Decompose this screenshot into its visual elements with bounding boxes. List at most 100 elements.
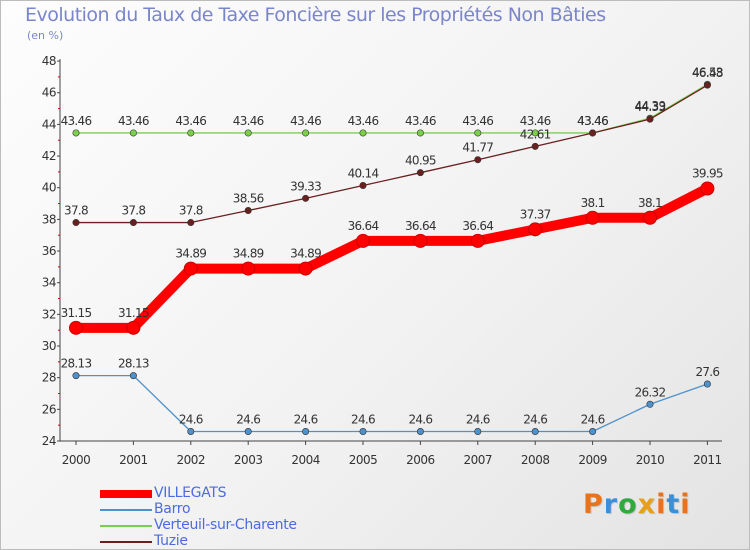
logo-letter: o xyxy=(618,489,638,520)
y-tick-label: 42 xyxy=(42,149,56,163)
y-tick-label: 28 xyxy=(42,371,56,385)
logo-letter: r xyxy=(603,489,619,520)
data-point-barro xyxy=(531,428,539,436)
y-tick-label: 46 xyxy=(42,86,56,100)
series-line-verteuil-sur-charente xyxy=(75,83,709,134)
legend-label: Verteuil-sur-Charente xyxy=(154,517,297,533)
data-label-barro: 28.13 xyxy=(118,357,149,371)
data-point-tuzie xyxy=(646,115,654,123)
data-point-tuzie xyxy=(474,156,482,164)
legend-label: VILLEGATS xyxy=(154,485,227,501)
data-label-tuzie: 41.77 xyxy=(462,141,493,155)
data-point-barro xyxy=(359,428,367,436)
data-label-verteuil-sur-charente: 43.46 xyxy=(577,114,608,128)
logo-letter: i xyxy=(656,489,667,520)
unit-label: (en %) xyxy=(27,29,64,42)
y-tick-label: 26 xyxy=(42,402,56,416)
data-label-tuzie: 44.33 xyxy=(635,100,666,114)
data-label-barro: 24.6 xyxy=(294,413,318,427)
data-point-tuzie xyxy=(187,219,195,227)
y-tick-label: 40 xyxy=(42,181,56,195)
data-label-barro: 24.6 xyxy=(523,413,547,427)
proxiti-logo: Proxiti xyxy=(583,489,691,520)
x-tick-label: 2008 xyxy=(521,453,550,467)
x-tick-label: 2002 xyxy=(177,453,206,467)
legend-swatch xyxy=(100,509,152,511)
data-point-tuzie xyxy=(531,142,539,150)
y-tick-label: 36 xyxy=(42,244,56,258)
data-point-verteuil-sur-charente xyxy=(72,129,80,137)
data-label-verteuil-sur-charente: 43.46 xyxy=(233,114,264,128)
data-point-tuzie xyxy=(359,182,367,190)
x-tick-label: 2000 xyxy=(62,453,91,467)
data-point-villegats xyxy=(470,233,485,248)
data-point-tuzie xyxy=(589,129,597,137)
data-label-tuzie: 37.8 xyxy=(179,204,203,218)
data-label-verteuil-sur-charente: 43.46 xyxy=(405,114,436,128)
data-point-villegats xyxy=(126,320,141,335)
data-label-verteuil-sur-charente: 43.46 xyxy=(61,114,92,128)
data-label-tuzie: 38.56 xyxy=(233,192,264,206)
data-point-verteuil-sur-charente xyxy=(129,129,137,137)
data-point-barro xyxy=(474,428,482,436)
data-label-villegats: 34.89 xyxy=(233,247,264,261)
data-label-verteuil-sur-charente: 43.46 xyxy=(118,114,149,128)
x-tick-label: 2001 xyxy=(119,453,148,467)
data-point-villegats xyxy=(528,222,543,237)
data-point-villegats xyxy=(241,261,256,276)
data-label-tuzie: 40.95 xyxy=(405,154,436,168)
data-point-barro xyxy=(589,428,597,436)
data-label-verteuil-sur-charente: 43.46 xyxy=(290,114,321,128)
data-point-villegats xyxy=(356,233,370,248)
data-label-verteuil-sur-charente: 43.46 xyxy=(462,114,493,128)
y-tick-label: 24 xyxy=(42,434,56,448)
data-point-verteuil-sur-charente xyxy=(531,129,539,137)
data-label-villegats: 37.37 xyxy=(520,207,551,221)
legend-label: Barro xyxy=(154,501,191,517)
x-tick-label: 2006 xyxy=(406,453,435,467)
logo-letter: i xyxy=(680,489,691,520)
data-label-barro: 26.32 xyxy=(635,385,666,399)
x-tick-label: 2004 xyxy=(291,453,320,467)
data-label-villegats: 38.1 xyxy=(581,196,605,210)
data-label-tuzie: 37.8 xyxy=(121,204,145,218)
data-label-verteuil-sur-charente: 43.46 xyxy=(175,114,206,128)
legend-swatch xyxy=(100,490,152,498)
data-label-barro: 24.6 xyxy=(179,413,203,427)
data-label-villegats: 31.15 xyxy=(118,306,149,320)
x-tick-label: 2010 xyxy=(636,453,665,467)
x-tick-label: 2003 xyxy=(234,453,263,467)
x-tick-label: 2011 xyxy=(693,453,722,467)
data-point-verteuil-sur-charente xyxy=(302,129,310,137)
data-point-villegats xyxy=(585,210,600,225)
data-point-barro xyxy=(72,372,80,380)
data-label-villegats: 34.89 xyxy=(175,247,206,261)
data-point-barro xyxy=(646,400,654,408)
x-tick-label: 2009 xyxy=(578,453,607,467)
series-line-villegats xyxy=(71,183,713,333)
data-label-barro: 28.13 xyxy=(61,357,92,371)
data-point-tuzie xyxy=(703,81,711,89)
y-tick-label: 38 xyxy=(42,212,56,226)
data-label-barro: 24.6 xyxy=(408,413,432,427)
data-label-barro: 24.6 xyxy=(581,413,605,427)
series-line-barro xyxy=(75,374,709,433)
data-label-tuzie: 39.33 xyxy=(290,179,321,193)
series-line-tuzie xyxy=(75,84,709,224)
y-tick-label: 32 xyxy=(42,307,56,321)
data-label-villegats: 38.1 xyxy=(638,196,662,210)
data-point-verteuil-sur-charente xyxy=(244,129,252,137)
data-label-villegats: 39.95 xyxy=(692,167,723,181)
data-point-tuzie xyxy=(244,207,252,215)
data-point-tuzie xyxy=(72,219,80,227)
data-point-villegats xyxy=(643,210,657,225)
data-label-tuzie: 40.14 xyxy=(348,167,379,181)
data-label-villegats: 36.64 xyxy=(405,219,436,233)
data-label-barro: 27.6 xyxy=(695,365,719,379)
y-tick-label: 34 xyxy=(42,276,56,290)
y-tick-label: 48 xyxy=(42,54,56,68)
y-tick-label: 30 xyxy=(42,339,56,353)
logo-letter: x xyxy=(637,489,657,520)
data-point-verteuil-sur-charente xyxy=(187,129,195,137)
